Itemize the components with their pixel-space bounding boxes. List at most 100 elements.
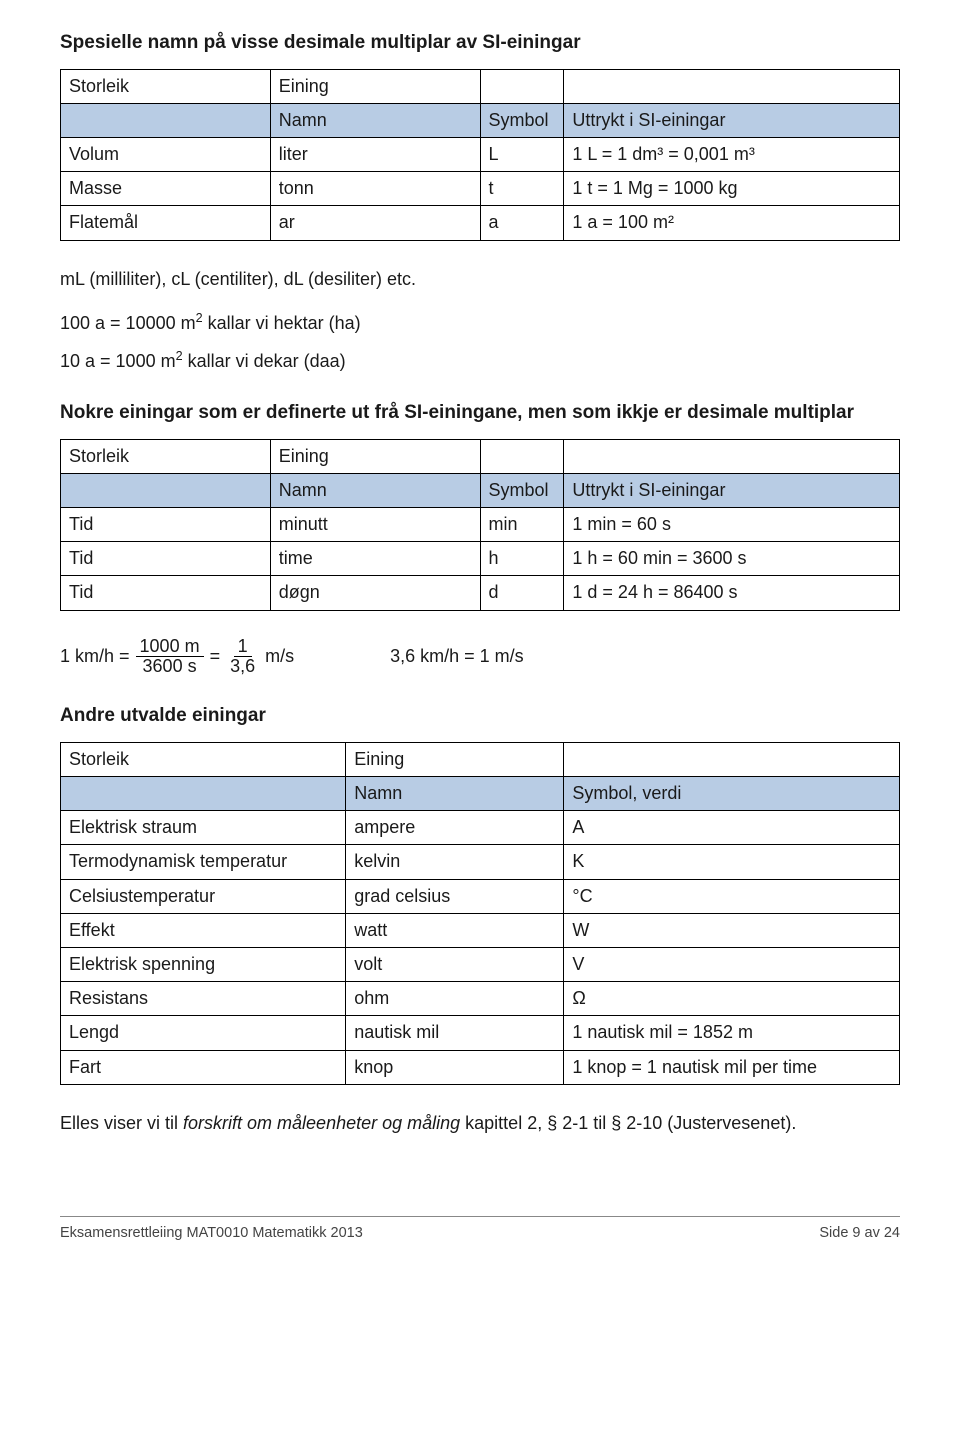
formula-left-post: m/s [265,644,294,669]
notes1-line1: mL (milliliter), cL (centiliter), dL (de… [60,267,900,292]
formula-left-pre: 1 km/h = [60,644,130,669]
table-row: Resistans ohm Ω [61,982,900,1016]
cell-storleik: Termodynamisk temperatur [61,845,346,879]
text-span: kallar vi dekar (daa) [183,351,346,371]
blank-cell [480,69,564,103]
blank-cell [564,742,900,776]
section3-table: Storleik Eining Namn Symbol, verdi Elekt… [60,742,900,1085]
cell-val: V [564,947,900,981]
closing-em: forskrift om måleenheter og måling [183,1113,460,1133]
cell-val: A [564,811,900,845]
cell-storleik: Lengd [61,1016,346,1050]
cell-uttrykt: 1 a = 100 m² [564,206,900,240]
page-footer: Eksamensrettleiing MAT0010 Matematikk 20… [60,1216,900,1243]
cell-namn: døgn [270,576,480,610]
cell-symbol: a [480,206,564,240]
s1-h-storleik: Storleik [61,69,271,103]
cell-storleik: Volum [61,137,271,171]
blank-cell [564,439,900,473]
table-row: Termodynamisk temperatur kelvin K [61,845,900,879]
cell-val: Ω [564,982,900,1016]
table-row: Tid døgn d 1 d = 24 h = 86400 s [61,576,900,610]
cell-val: K [564,845,900,879]
text-span: kallar vi hektar (ha) [203,313,361,333]
closing-post: kapittel 2, § 2-1 til § 2-10 (Justervese… [460,1113,796,1133]
cell-storleik: Effekt [61,913,346,947]
cell-storleik: Tid [61,542,271,576]
section2-title: Nokre einingar som er definerte ut frå S… [60,400,900,427]
s1-h-eining: Eining [270,69,480,103]
formula-right: 3,6 km/h = 1 m/s [390,644,524,669]
table-row: Elektrisk spenning volt V [61,947,900,981]
table-row: Masse tonn t 1 t = 1 Mg = 1000 kg [61,172,900,206]
blank-cell [480,439,564,473]
superscript: 2 [196,311,203,325]
cell-val: 1 nautisk mil = 1852 m [564,1016,900,1050]
table-row: Volum liter L 1 L = 1 dm³ = 0,001 m³ [61,137,900,171]
cell-symbol: h [480,542,564,576]
cell-namn: liter [270,137,480,171]
cell-namn: kelvin [346,845,564,879]
cell-namn: minutt [270,508,480,542]
s1-h-uttrykt: Uttrykt i SI-einingar [564,103,900,137]
cell-val: 1 knop = 1 nautisk mil per time [564,1050,900,1084]
cell-symbol: d [480,576,564,610]
table-row: Celsiustemperatur grad celsius °C [61,879,900,913]
text-span: 10 a = 1000 m [60,351,176,371]
cell-symbol: min [480,508,564,542]
cell-storleik: Elektrisk spenning [61,947,346,981]
s1-h-symbol: Symbol [480,103,564,137]
cell-uttrykt: 1 t = 1 Mg = 1000 kg [564,172,900,206]
s2-h-storleik: Storleik [61,439,271,473]
cell-namn: watt [346,913,564,947]
cell-namn: volt [346,947,564,981]
section1-table: Storleik Eining Namn Symbol Uttrykt i SI… [60,69,900,241]
cell-namn: ohm [346,982,564,1016]
cell-symbol: L [480,137,564,171]
frac2-den: 3,6 [226,657,259,677]
frac1-den: 3600 s [139,657,201,677]
s1-h-namn: Namn [270,103,480,137]
notes1-line2: 100 a = 10000 m2 kallar vi hektar (ha) [60,310,900,336]
footer-right: Side 9 av 24 [819,1223,900,1243]
table-row: Tid time h 1 h = 60 min = 3600 s [61,542,900,576]
s2-h-uttrykt: Uttrykt i SI-einingar [564,473,900,507]
table-row: Effekt watt W [61,913,900,947]
frac1-num: 1000 m [136,637,204,658]
cell-storleik: Tid [61,576,271,610]
footer-left: Eksamensrettleiing MAT0010 Matematikk 20… [60,1223,363,1243]
cell-val: W [564,913,900,947]
cell-uttrykt: 1 h = 60 min = 3600 s [564,542,900,576]
cell-storleik: Resistans [61,982,346,1016]
cell-storleik: Celsiustemperatur [61,879,346,913]
table-row: Tid minutt min 1 min = 60 s [61,508,900,542]
cell-uttrykt: 1 min = 60 s [564,508,900,542]
fraction1: 1000 m 3600 s [136,637,204,678]
cell-storleik: Masse [61,172,271,206]
s2-h-eining: Eining [270,439,480,473]
table-row: Fart knop 1 knop = 1 nautisk mil per tim… [61,1050,900,1084]
cell-namn: time [270,542,480,576]
cell-storleik: Tid [61,508,271,542]
superscript: 2 [176,349,183,363]
s2-h-symbol: Symbol [480,473,564,507]
cell-uttrykt: 1 d = 24 h = 86400 s [564,576,900,610]
closing-pre: Elles viser vi til [60,1113,183,1133]
closing-paragraph: Elles viser vi til forskrift om måleenhe… [60,1111,900,1136]
blank-cell [61,473,271,507]
section3-title: Andre utvalde einingar [60,703,900,730]
cell-namn: ar [270,206,480,240]
cell-storleik: Elektrisk straum [61,811,346,845]
kmh-formula-row: 1 km/h = 1000 m 3600 s = 1 3,6 m/s 3,6 k… [60,637,900,678]
table-row: Flatemål ar a 1 a = 100 m² [61,206,900,240]
cell-symbol: t [480,172,564,206]
formula-mid-eq: = [210,644,221,669]
cell-namn: ampere [346,811,564,845]
s3-h-storleik: Storleik [61,742,346,776]
s3-h-symbolverdi: Symbol, verdi [564,777,900,811]
blank-cell [564,69,900,103]
section1-title: Spesielle namn på visse desimale multipl… [60,30,900,57]
blank-cell [61,103,271,137]
blank-cell [61,777,346,811]
table-row: Elektrisk straum ampere A [61,811,900,845]
